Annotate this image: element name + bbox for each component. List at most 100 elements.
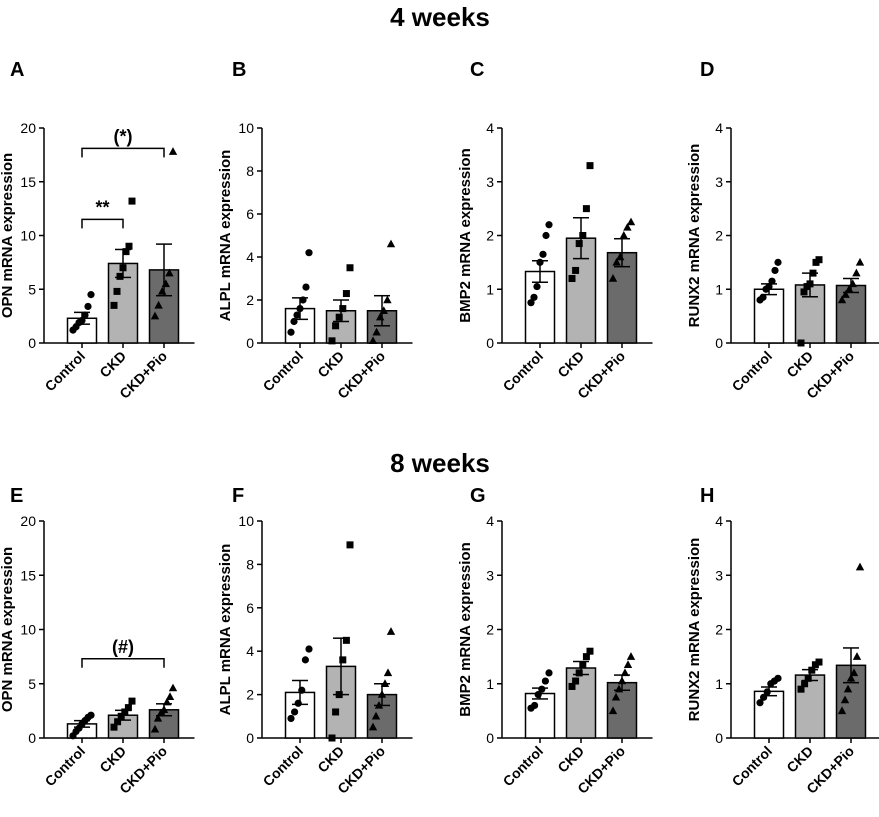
bar-ckd-pio bbox=[835, 284, 867, 344]
data-point bbox=[538, 685, 546, 693]
y-tick-label: 0 bbox=[246, 730, 254, 746]
data-point bbox=[545, 669, 553, 677]
data-point bbox=[124, 704, 132, 712]
data-point bbox=[117, 712, 125, 720]
data-point bbox=[765, 282, 773, 291]
data-point bbox=[855, 562, 865, 571]
y-axis-label: RUNX2 mRNA expression bbox=[686, 144, 703, 328]
data-point bbox=[368, 722, 378, 731]
data-point bbox=[78, 316, 86, 325]
data-point bbox=[125, 242, 133, 250]
data-point bbox=[301, 656, 309, 664]
data-point bbox=[383, 668, 393, 677]
data-point bbox=[81, 311, 89, 319]
data-point bbox=[119, 264, 127, 272]
panel-letter-c: C bbox=[470, 59, 484, 81]
data-point bbox=[332, 708, 340, 716]
y-tick-label: 6 bbox=[246, 206, 254, 222]
data-point bbox=[536, 258, 544, 266]
data-point bbox=[377, 690, 387, 698]
data-point bbox=[579, 661, 587, 669]
y-axis-label: BMP2 mRNA expression bbox=[457, 148, 474, 323]
y-tick-label: 2 bbox=[715, 622, 723, 638]
x-tick-label: CKD bbox=[783, 348, 816, 381]
data-point bbox=[579, 232, 587, 239]
panel-letter-h: H bbox=[700, 485, 714, 507]
data-point bbox=[154, 300, 163, 309]
data-point bbox=[837, 295, 847, 304]
bar-ckd bbox=[794, 674, 826, 739]
x-tick-label: Control bbox=[500, 348, 547, 395]
y-tick-label: 5 bbox=[28, 281, 36, 297]
section-title-4-weeks: 4 weeks bbox=[390, 2, 490, 32]
x-tick-label: CKD bbox=[783, 743, 816, 776]
data-point bbox=[159, 705, 169, 713]
data-point bbox=[328, 337, 336, 345]
y-tick-label: 3 bbox=[486, 567, 494, 583]
data-point bbox=[763, 688, 771, 696]
data-point bbox=[346, 264, 354, 272]
data-point bbox=[806, 280, 814, 288]
significance-label: ** bbox=[95, 197, 109, 217]
y-axis-label: OPN mRNA expression bbox=[0, 153, 16, 318]
y-tick-label: 0 bbox=[486, 335, 494, 351]
y-tick-label: 3 bbox=[715, 174, 723, 190]
x-tick-label: Control bbox=[729, 743, 776, 790]
y-tick-label: 15 bbox=[20, 567, 36, 583]
data-point bbox=[383, 295, 392, 304]
y-tick-label: 2 bbox=[246, 687, 254, 703]
data-point bbox=[110, 723, 118, 731]
data-point bbox=[335, 691, 343, 699]
data-point bbox=[342, 290, 350, 298]
data-point bbox=[150, 311, 160, 320]
bar-ckd-pio bbox=[606, 251, 638, 344]
y-tick-label: 4 bbox=[715, 120, 723, 136]
data-point bbox=[113, 287, 121, 295]
data-point bbox=[852, 268, 861, 277]
panel-letter-g: G bbox=[470, 485, 486, 507]
y-tick-label: 0 bbox=[28, 335, 36, 351]
data-point bbox=[614, 684, 624, 693]
data-point bbox=[572, 677, 580, 685]
y-tick-label: 4 bbox=[486, 513, 494, 529]
data-point bbox=[797, 685, 805, 693]
data-point bbox=[150, 724, 160, 733]
data-point bbox=[287, 328, 295, 336]
y-tick-label: 10 bbox=[238, 513, 254, 529]
data-point bbox=[848, 279, 857, 288]
data-point bbox=[168, 147, 178, 155]
y-tick-label: 8 bbox=[246, 556, 254, 572]
data-point bbox=[376, 312, 385, 321]
y-tick-label: 10 bbox=[238, 120, 254, 136]
y-tick-label: 1 bbox=[486, 281, 494, 297]
data-point bbox=[845, 284, 854, 293]
y-tick-label: 0 bbox=[715, 730, 723, 746]
data-point bbox=[837, 706, 847, 715]
data-point bbox=[527, 299, 535, 307]
data-point bbox=[114, 718, 122, 726]
significance-bracket bbox=[81, 658, 165, 668]
data-point bbox=[756, 699, 764, 707]
data-point bbox=[530, 293, 538, 301]
data-point bbox=[346, 541, 354, 549]
bar-ckd bbox=[565, 667, 597, 739]
data-point bbox=[771, 266, 779, 275]
data-point bbox=[568, 275, 576, 282]
y-tick-label: 3 bbox=[715, 567, 723, 583]
data-point bbox=[339, 656, 347, 664]
bar-control bbox=[753, 690, 785, 739]
data-point bbox=[623, 222, 632, 231]
bar-control bbox=[524, 692, 556, 739]
y-tick-label: 6 bbox=[246, 600, 254, 616]
panel-letter-f: F bbox=[232, 485, 244, 507]
data-point bbox=[374, 700, 384, 709]
data-point bbox=[808, 666, 816, 674]
data-point bbox=[122, 248, 130, 256]
y-axis-label: ALPL mRNA expression bbox=[217, 544, 234, 716]
data-point bbox=[617, 676, 627, 685]
data-point bbox=[586, 162, 594, 170]
data-point bbox=[572, 266, 580, 274]
data-point bbox=[161, 279, 170, 288]
